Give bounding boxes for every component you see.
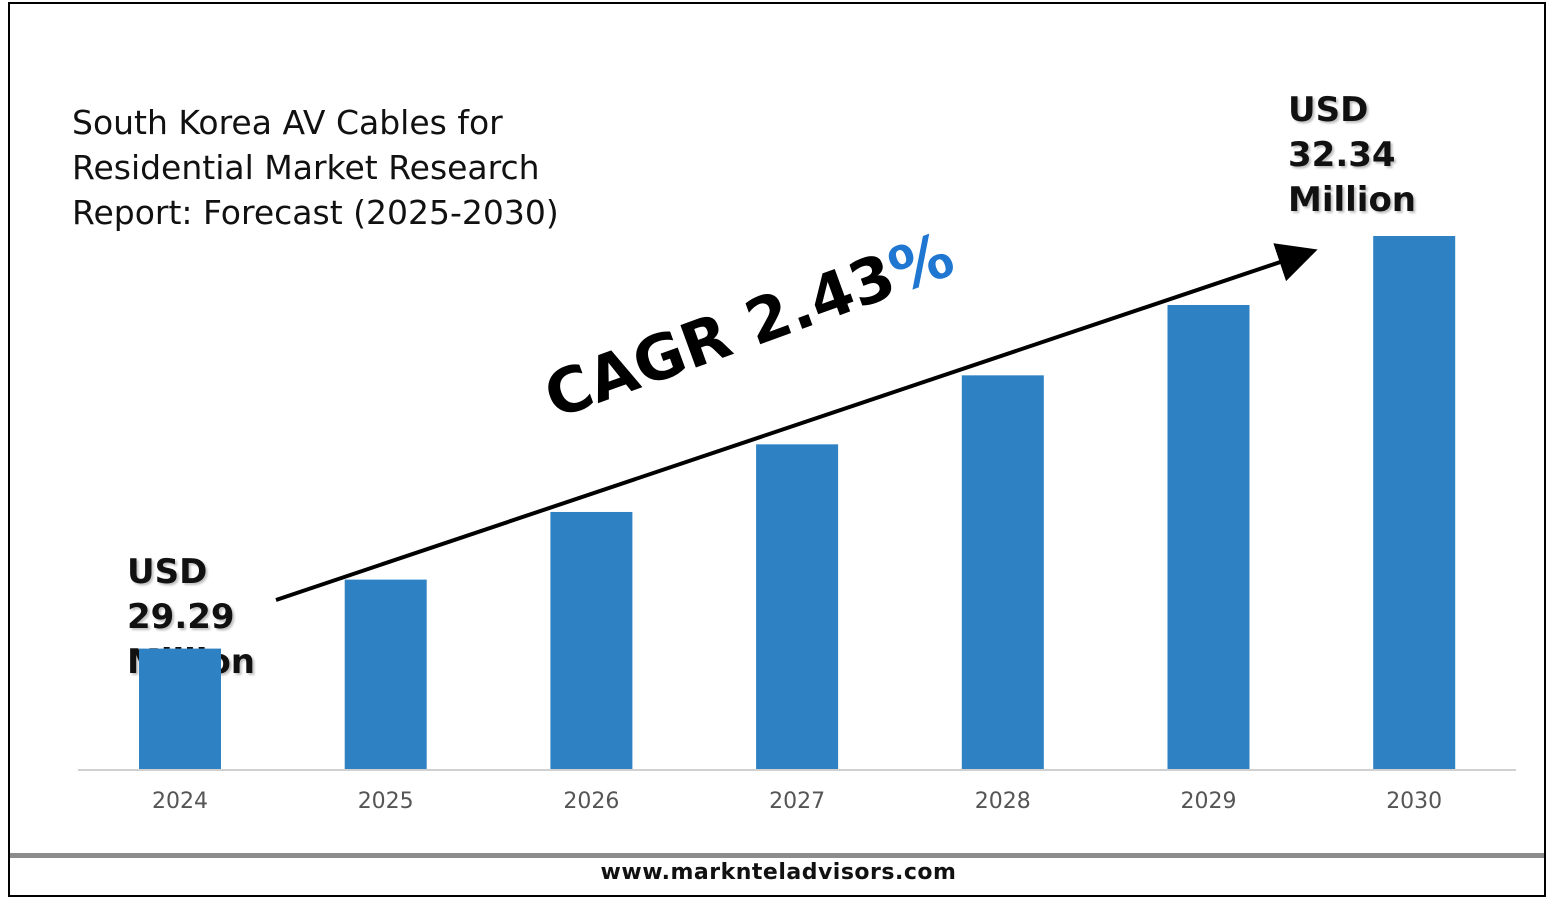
x-tick-label-2029: 2029	[1181, 789, 1237, 814]
bar-2024	[139, 648, 221, 769]
bar-2029	[1167, 304, 1250, 769]
start-value-number: 29.29	[127, 597, 235, 637]
bars-group	[139, 236, 1456, 769]
bar-2025	[344, 579, 427, 769]
bar-2030	[1373, 236, 1456, 769]
bar-2026	[550, 511, 633, 769]
x-tick-label-2024: 2024	[152, 789, 208, 814]
footer-divider	[10, 853, 1544, 858]
footer-website: www.marknteladvisors.com	[600, 860, 957, 885]
x-tick-labels: 2024 2025 2026 2027 2028 2029 2030	[152, 789, 1442, 814]
x-tick-label-2025: 2025	[358, 789, 414, 814]
bar-2028	[961, 375, 1044, 769]
start-value-currency: USD	[127, 552, 208, 592]
x-tick-label-2026: 2026	[563, 789, 619, 814]
x-tick-label-2030: 2030	[1386, 789, 1442, 814]
bar-2027	[756, 444, 839, 769]
end-value-currency: USD	[1288, 90, 1369, 130]
end-value-number: 32.34	[1288, 135, 1396, 175]
end-value-unit: Million	[1288, 180, 1417, 220]
chart-title: South Korea AV Cables for Residential Ma…	[72, 103, 559, 232]
end-value-label: USD 32.34 Million	[1288, 88, 1416, 223]
x-tick-label-2028: 2028	[975, 789, 1031, 814]
trend-arrow	[275, 243, 1318, 602]
x-tick-label-2027: 2027	[769, 789, 825, 814]
